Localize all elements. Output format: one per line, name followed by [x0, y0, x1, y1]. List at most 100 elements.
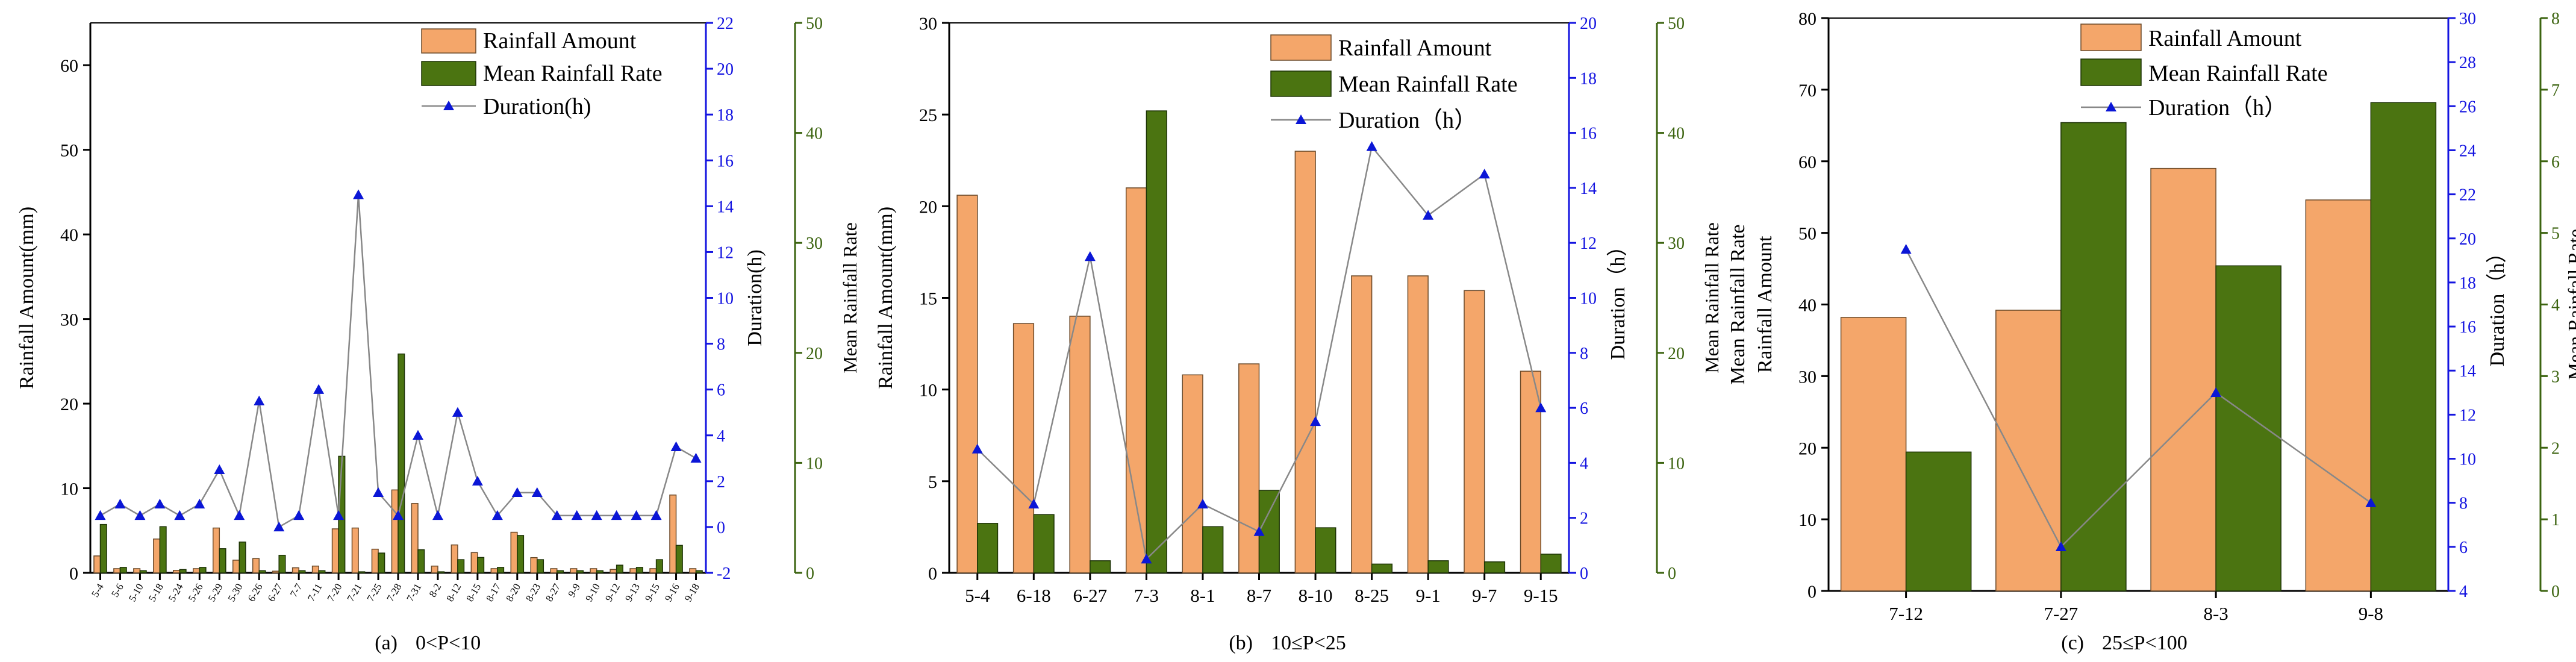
duration-marker [2210, 387, 2222, 398]
duration-marker [2055, 541, 2066, 552]
rainfall-bar [133, 568, 141, 573]
rate-bar [1483, 561, 1506, 573]
rate-bar [278, 555, 286, 573]
panel-c-chart: 0102030405060708046810121416182022242628… [1727, 9, 2576, 654]
rate-bar [497, 567, 505, 573]
panel-caption-label: (b) [1229, 632, 1253, 654]
legend-rain-swatch [2080, 23, 2142, 51]
rainfall-bar [371, 548, 379, 573]
rate-tick-label: 7 [2551, 81, 2560, 100]
rate-bar [1033, 514, 1055, 573]
left-axis-title-upper: Mean Rainfall Rate [1727, 224, 1749, 384]
duration-marker [114, 498, 126, 509]
rainfall-bar [391, 489, 399, 573]
rainfall-bar [431, 566, 438, 573]
rainfall-bar [252, 558, 260, 573]
x-tick-label: 7-25 [364, 582, 384, 604]
legend-duration-label: Duration（h） [2148, 95, 2287, 120]
left-tick-label: 40 [60, 225, 78, 245]
rainfall-bar [1464, 290, 1485, 573]
left-tick-label: 50 [1798, 224, 1817, 244]
left-axis-title: Rainfall Amount(mm) [16, 207, 38, 389]
rate-bar [417, 549, 425, 573]
duration-tick-label: 10 [2459, 451, 2476, 469]
duration-tick-label: 0 [717, 519, 725, 537]
duration-tick-label: 8 [2459, 495, 2468, 513]
rainfall-bar [193, 568, 201, 573]
duration-tick-label: 20 [717, 60, 734, 79]
rate-tick-label: 0 [2551, 582, 2560, 601]
duration-marker [333, 510, 345, 520]
duration-marker [511, 487, 523, 498]
duration-marker [273, 521, 285, 532]
rainfall-bar [2150, 167, 2216, 592]
x-tick-label: 9-9 [566, 582, 582, 599]
rainfall-bar [153, 539, 161, 573]
x-tick-label: 5-6 [109, 582, 126, 599]
x-tick-label: 8-23 [523, 582, 543, 604]
duration-tick-label: 2 [1580, 510, 1588, 528]
rate-bar [378, 552, 385, 573]
rainfall-bar [610, 569, 617, 573]
left-tick-label: 0 [1807, 582, 1817, 602]
x-tick-label: 8-3 [2203, 603, 2228, 624]
rate-bar [556, 570, 564, 573]
left-tick-label: 60 [60, 56, 78, 76]
rate-tick-label: 50 [806, 14, 823, 33]
rate-bar [358, 571, 366, 573]
left-tick-label: 30 [60, 310, 78, 330]
x-tick-label: 9-15 [643, 582, 662, 604]
duration-marker [1197, 498, 1208, 509]
duration-marker [95, 510, 106, 520]
duration-tick-label: 28 [2459, 54, 2476, 72]
rate-bar [199, 567, 207, 573]
duration-tick-label: 16 [717, 152, 734, 170]
x-tick-label: 9-12 [603, 582, 622, 604]
rate-bar [1258, 490, 1280, 573]
rate-bar [457, 559, 465, 573]
duration-tick-label: 12 [717, 243, 734, 262]
rainfall-bar [292, 567, 299, 573]
left-tick-label: 70 [1798, 81, 1817, 101]
x-tick-label: 5-4 [89, 581, 106, 599]
duration-tick-label: 6 [717, 381, 725, 400]
x-tick-label: 9-16 [663, 582, 682, 604]
duration-tick-label: 18 [717, 106, 734, 125]
duration-marker [1028, 498, 1040, 509]
x-tick-label: 8-12 [444, 582, 463, 604]
legend-rain-label: Rainfall Amount [483, 28, 637, 54]
rate-bar [99, 523, 107, 573]
x-tick-label: 5-10 [126, 582, 146, 604]
duration-marker [631, 510, 642, 520]
duration-marker [313, 384, 325, 394]
x-tick-label: 7-20 [325, 582, 345, 604]
rainfall-bar [550, 568, 558, 573]
rate-bar [2215, 265, 2281, 592]
duration-marker [134, 510, 146, 520]
duration-tick-label: 22 [2459, 186, 2476, 205]
x-tick-label: 7-31 [404, 582, 423, 604]
panel-caption-label: (a) [375, 632, 398, 654]
rate-tick-label: 10 [1668, 454, 1685, 473]
legend-rate-label: Mean Rainfall Rate [1338, 72, 1518, 97]
duration-tick-label: -2 [717, 564, 731, 583]
rate-bar [1371, 563, 1393, 573]
panel-caption-range: 25≤P<100 [2102, 632, 2188, 654]
duration-tick-label: 2 [717, 473, 725, 492]
x-tick-label: 6-18 [1017, 585, 1051, 606]
duration-tick-label: 6 [1580, 399, 1588, 418]
duration-marker [971, 443, 983, 454]
rate-bar [219, 548, 226, 573]
duration-marker [531, 487, 543, 498]
left-axis-title: Rainfall Amount [1754, 236, 1776, 373]
duration-tick-label: 12 [2459, 406, 2476, 425]
duration-marker [472, 475, 483, 486]
rainfall-bar [956, 195, 978, 573]
rainfall-bar [490, 568, 498, 573]
rainfall-bar [311, 566, 319, 573]
rate-tick-label: 0 [806, 564, 814, 583]
left-tick-label: 10 [919, 381, 937, 401]
duration-axis-title: Duration（h） [1606, 236, 1629, 360]
x-tick-label: 8-2 [427, 582, 444, 599]
rainfall-bar [1840, 317, 1907, 592]
